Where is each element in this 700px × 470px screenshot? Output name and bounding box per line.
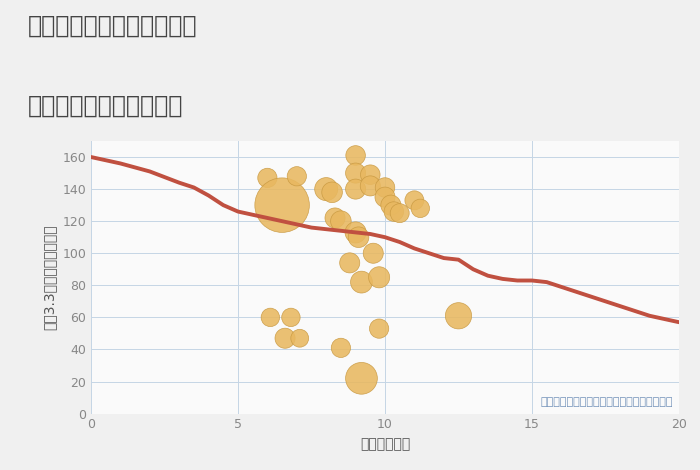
Point (409, 196, 420, 204)
Point (262, 174, 273, 181)
Point (374, 274, 385, 281)
Point (350, 169, 361, 177)
Text: 駅距離別中古戸建て価格: 駅距離別中古戸建て価格 (28, 94, 183, 118)
Point (279, 335, 290, 342)
Text: 円の大きさは、取引のあった物件面積を示す: 円の大きさは、取引のあった物件面積を示す (540, 397, 673, 407)
Point (350, 185, 361, 193)
Point (350, 152, 361, 159)
Point (335, 344, 346, 352)
Point (365, 171, 376, 179)
Point (368, 250, 379, 257)
Point (265, 313, 276, 321)
Point (350, 228, 361, 236)
Point (453, 312, 464, 320)
Point (326, 188, 337, 196)
Point (379, 184, 391, 191)
Point (353, 234, 364, 241)
Point (276, 201, 288, 209)
Point (389, 208, 400, 215)
Text: 神奈川県横浜市南区睦町の: 神奈川県横浜市南区睦町の (28, 14, 197, 38)
Point (321, 185, 332, 193)
Point (394, 210, 405, 217)
Point (294, 335, 305, 342)
Y-axis label: 坪（3.3㎡）単価（万円）: 坪（3.3㎡）単価（万円） (43, 225, 57, 330)
Point (374, 325, 385, 332)
Point (344, 259, 356, 266)
Point (414, 204, 426, 212)
Point (385, 201, 396, 209)
Point (330, 214, 341, 222)
Point (335, 218, 346, 225)
Point (286, 313, 297, 321)
Point (356, 375, 367, 382)
Point (356, 278, 367, 286)
X-axis label: 駅距離（分）: 駅距離（分） (360, 437, 410, 451)
Point (291, 172, 302, 180)
Point (379, 193, 391, 201)
Point (365, 182, 376, 190)
